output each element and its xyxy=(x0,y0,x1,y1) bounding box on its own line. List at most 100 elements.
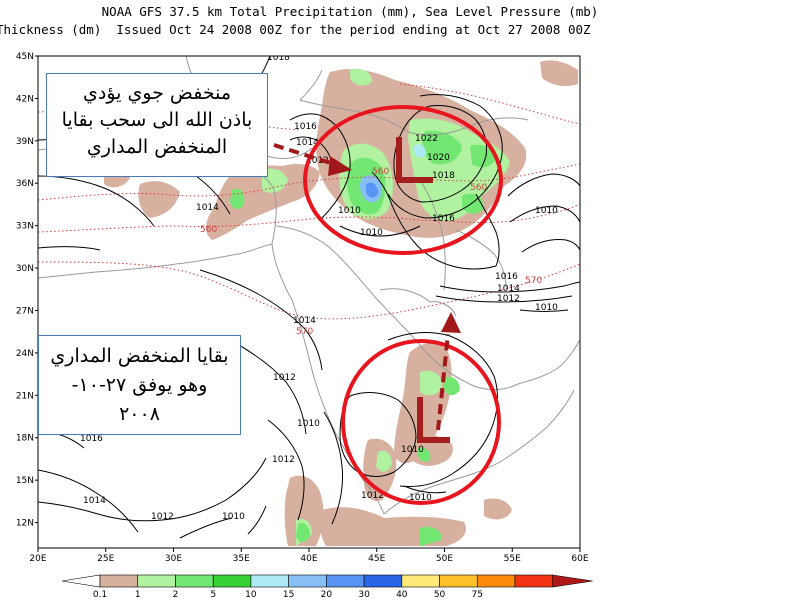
lat-label: 33N xyxy=(16,222,34,232)
lat-label: 30N xyxy=(16,264,34,274)
lon-label: 50E xyxy=(436,554,453,564)
lat-label: 36N xyxy=(16,179,34,189)
colorbar-label: 15 xyxy=(283,590,294,600)
colorbar-label: 30 xyxy=(358,590,370,600)
precipitation-shading xyxy=(104,60,578,546)
colorbar-segment xyxy=(175,574,214,588)
map-title-line-2: Thickness (dm) Issued Oct 24 2008 00Z fo… xyxy=(0,22,591,37)
colorbar-right-cap xyxy=(552,574,593,588)
low-markers xyxy=(396,137,450,443)
isobar-label: 1010 xyxy=(535,206,558,216)
isobar-label: 1010 xyxy=(401,445,424,455)
colorbar-label: 40 xyxy=(396,590,408,600)
isobar-label: 1014 xyxy=(296,138,319,148)
isobar-label: 1014 xyxy=(196,203,219,213)
south-low-circle xyxy=(341,339,501,505)
lon-label: 25E xyxy=(97,554,114,564)
arrow-line-north xyxy=(273,143,341,168)
lat-label: 39N xyxy=(16,137,34,147)
colorbar-segment xyxy=(326,574,365,588)
thickness-label: 570 xyxy=(525,276,542,286)
colorbar-segment xyxy=(137,574,176,588)
colorbar-label: 50 xyxy=(434,590,446,600)
annotation-south-line: ٢٠٠٨ xyxy=(119,403,160,425)
longitude-axis: 20E 25E 30E 35E 40E 45E 50E 55E 60E xyxy=(29,548,589,564)
annotation-south-line: بقايا المنخفض المداري xyxy=(50,345,229,367)
colorbar-segment xyxy=(99,574,139,588)
colorbar-segment xyxy=(250,574,289,588)
thickness-label: 560 xyxy=(470,183,487,193)
latitude-axis: 45N 42N 39N 36N 33N 30N 27N 24N 21N 18N 15N 12N xyxy=(16,52,38,529)
isobar-label: 1010 xyxy=(297,419,320,429)
annotation-south-line: وهو يوفق ٢٧-١٠- xyxy=(71,374,208,396)
highlight-circles xyxy=(303,105,503,505)
colorbar-label: 10 xyxy=(245,590,257,600)
isobar-label: 1012 xyxy=(361,491,384,501)
low-marker-south xyxy=(417,397,450,443)
isobar-label: 1012 xyxy=(273,373,296,383)
lon-label: 55E xyxy=(504,554,521,564)
colorbar-label: 5 xyxy=(210,590,216,600)
thickness-labels: 560 560 560 570 570 xyxy=(200,167,542,337)
lon-label: 60E xyxy=(571,554,588,564)
lon-label: 45E xyxy=(368,554,385,564)
isobar-label: 1018 xyxy=(432,171,455,181)
colorbar-segment xyxy=(212,574,252,588)
annotation-north: منخفض جوي يؤدي باذن الله الى سحب بقايا ا… xyxy=(46,73,268,177)
isobar-label: 1014 xyxy=(293,316,316,326)
annotation-north-line: المنخفض المداري xyxy=(86,136,228,158)
isobar-labels: 1018 1016 1014 1012 1022 1020 1018 1016 … xyxy=(80,53,558,522)
lat-label: 15N xyxy=(16,476,34,486)
isobar-label: 1020 xyxy=(427,153,450,163)
isobar-label: 1016 xyxy=(495,272,518,282)
lat-label: 42N xyxy=(16,94,34,104)
north-low-circle xyxy=(303,105,503,255)
lat-label: 24N xyxy=(16,349,34,359)
arrow-line-south xyxy=(436,333,450,431)
colorbar-segment xyxy=(363,574,403,588)
annotation-north-line: باذن الله الى سحب بقايا xyxy=(61,109,253,131)
colorbar-segment xyxy=(288,574,327,588)
isobar-label: 1010 xyxy=(360,228,383,238)
annotation-south: بقايا المنخفض المداري وهو يوفق ٢٧-١٠- ٢٠… xyxy=(38,335,241,435)
colorbar-segment xyxy=(476,574,516,588)
lat-label: 27N xyxy=(16,306,34,316)
lat-label: 45N xyxy=(16,52,34,62)
colorbar: 0.1 1 2 5 10 15 20 30 40 50 75 xyxy=(61,574,593,600)
arrow-head-north xyxy=(328,156,352,176)
colorbar-label: 1 xyxy=(135,590,141,600)
colorbar-left-cap xyxy=(61,574,101,588)
colorbar-label: 0.1 xyxy=(93,590,107,600)
thickness-label: 570 xyxy=(296,327,313,337)
lon-label: 40E xyxy=(300,554,317,564)
colorbar-segment xyxy=(514,574,554,588)
isobar-label: 1022 xyxy=(415,134,438,144)
isobars xyxy=(38,56,580,539)
annotation-north-line: منخفض جوي يؤدي xyxy=(82,82,231,104)
isobar-label: 1012 xyxy=(272,455,295,465)
map-title-line-1: NOAA GFS 37.5 km Total Precipitation (mm… xyxy=(101,4,599,19)
isobar-label: 1016 xyxy=(432,214,455,224)
colorbar-label: 20 xyxy=(321,590,333,600)
colorbar-label: 2 xyxy=(173,590,179,600)
isobar-label: 1016 xyxy=(294,122,317,132)
low-marker-north xyxy=(396,137,433,183)
arrows xyxy=(273,143,461,431)
isobar-label: 1014 xyxy=(497,284,520,294)
colorbar-segment xyxy=(401,574,440,588)
isobar-label: 1012 xyxy=(497,294,520,304)
lat-label: 18N xyxy=(16,434,34,444)
thickness-label: 560 xyxy=(200,225,217,235)
isobar-label: 1016 xyxy=(80,434,103,444)
arrow-head-south xyxy=(441,312,461,333)
isobar-label: 1010 xyxy=(535,303,558,313)
lon-label: 30E xyxy=(165,554,182,564)
colorbar-label: 75 xyxy=(472,590,483,600)
isobar-label: 1010 xyxy=(222,512,245,522)
colorbar-segment xyxy=(439,574,478,588)
lon-label: 35E xyxy=(233,554,250,564)
lat-label: 21N xyxy=(16,391,34,401)
thickness-label: 560 xyxy=(372,167,389,177)
isobar-label: 1018 xyxy=(267,53,290,63)
isobar-label: 1010 xyxy=(338,206,361,216)
